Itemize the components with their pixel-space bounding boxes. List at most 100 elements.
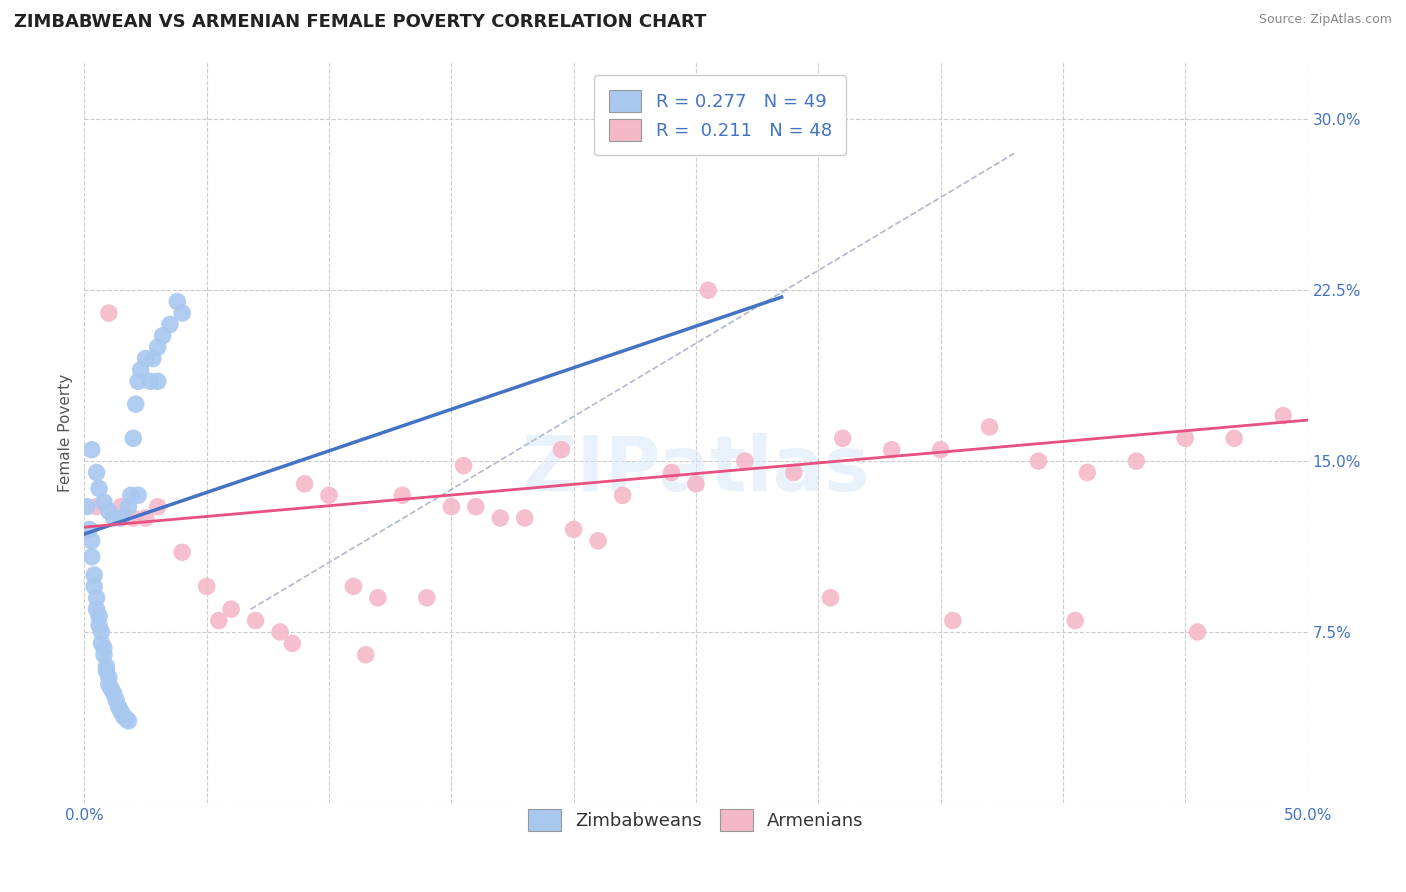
Y-axis label: Female Poverty: Female Poverty xyxy=(58,374,73,491)
Point xyxy=(269,624,291,639)
Point xyxy=(83,568,105,582)
Point xyxy=(880,442,903,457)
Point xyxy=(281,636,304,650)
Point xyxy=(1187,624,1209,639)
Point xyxy=(979,420,1001,434)
Point xyxy=(97,504,120,518)
Point xyxy=(96,664,118,678)
Point xyxy=(391,488,413,502)
Point xyxy=(367,591,389,605)
Point xyxy=(152,328,174,343)
Point xyxy=(318,488,340,502)
Point xyxy=(80,549,103,564)
Point xyxy=(612,488,634,502)
Point xyxy=(83,579,105,593)
Point xyxy=(734,454,756,468)
Point xyxy=(93,640,115,655)
Point xyxy=(103,686,125,700)
Point xyxy=(942,614,965,628)
Point xyxy=(550,442,572,457)
Point xyxy=(1174,431,1197,445)
Point xyxy=(219,602,242,616)
Legend: Zimbabweans, Armenians: Zimbabweans, Armenians xyxy=(522,802,870,838)
Point xyxy=(87,618,110,632)
Point xyxy=(1223,431,1246,445)
Point xyxy=(172,306,194,320)
Point xyxy=(110,705,132,719)
Point xyxy=(1064,614,1087,628)
Point xyxy=(453,458,475,473)
Point xyxy=(685,476,707,491)
Point xyxy=(166,294,188,309)
Point xyxy=(489,511,512,525)
Point xyxy=(697,283,720,297)
Point xyxy=(77,523,100,537)
Point xyxy=(586,533,609,548)
Point xyxy=(115,712,138,726)
Point xyxy=(440,500,463,514)
Point xyxy=(97,306,120,320)
Point xyxy=(1272,409,1295,423)
Point xyxy=(105,693,128,707)
Text: Source: ZipAtlas.com: Source: ZipAtlas.com xyxy=(1258,13,1392,27)
Point xyxy=(122,431,145,445)
Point xyxy=(127,488,149,502)
Point xyxy=(93,495,115,509)
Point xyxy=(513,511,536,525)
Point xyxy=(195,579,218,593)
Point xyxy=(831,431,853,445)
Point xyxy=(139,375,162,389)
Point xyxy=(245,614,267,628)
Point xyxy=(562,523,585,537)
Point xyxy=(87,482,110,496)
Point xyxy=(90,624,112,639)
Point xyxy=(80,442,103,457)
Point xyxy=(107,700,129,714)
Point xyxy=(86,591,108,605)
Point xyxy=(135,511,157,525)
Point xyxy=(90,636,112,650)
Text: ZIPatlas: ZIPatlas xyxy=(522,433,870,507)
Point xyxy=(1125,454,1147,468)
Point xyxy=(100,681,122,696)
Point xyxy=(125,397,148,411)
Point xyxy=(120,488,142,502)
Point xyxy=(135,351,157,366)
Point xyxy=(117,714,139,728)
Point xyxy=(142,351,165,366)
Point xyxy=(110,500,132,514)
Text: ZIMBABWEAN VS ARMENIAN FEMALE POVERTY CORRELATION CHART: ZIMBABWEAN VS ARMENIAN FEMALE POVERTY CO… xyxy=(14,13,706,31)
Point xyxy=(110,511,132,525)
Point xyxy=(76,500,98,514)
Point xyxy=(294,476,316,491)
Point xyxy=(86,500,108,514)
Point xyxy=(929,442,952,457)
Point xyxy=(146,500,169,514)
Point xyxy=(661,466,683,480)
Point xyxy=(1028,454,1050,468)
Point xyxy=(97,671,120,685)
Point xyxy=(1076,466,1098,480)
Point xyxy=(86,466,108,480)
Point xyxy=(820,591,842,605)
Point xyxy=(783,466,806,480)
Point xyxy=(122,511,145,525)
Point xyxy=(342,579,364,593)
Point xyxy=(146,375,169,389)
Point xyxy=(80,533,103,548)
Point xyxy=(127,375,149,389)
Point xyxy=(103,511,125,525)
Point xyxy=(93,648,115,662)
Point xyxy=(159,318,181,332)
Point xyxy=(146,340,169,354)
Point xyxy=(208,614,231,628)
Point xyxy=(87,609,110,624)
Point xyxy=(129,363,152,377)
Point xyxy=(97,677,120,691)
Point xyxy=(354,648,377,662)
Point xyxy=(117,500,139,514)
Point xyxy=(172,545,194,559)
Point xyxy=(112,709,135,723)
Point xyxy=(464,500,486,514)
Point xyxy=(96,659,118,673)
